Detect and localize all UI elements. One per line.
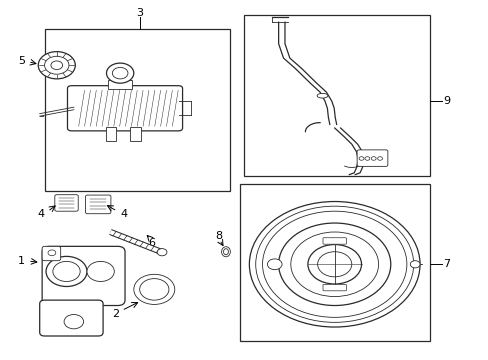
FancyBboxPatch shape — [42, 246, 61, 261]
Circle shape — [46, 256, 87, 287]
FancyBboxPatch shape — [323, 238, 346, 244]
Circle shape — [38, 51, 75, 79]
Circle shape — [307, 244, 361, 284]
Text: 8: 8 — [215, 231, 222, 240]
Text: 6: 6 — [148, 238, 155, 248]
Text: 2: 2 — [111, 310, 119, 319]
Circle shape — [267, 259, 282, 270]
Circle shape — [140, 279, 168, 300]
Circle shape — [157, 249, 166, 256]
Circle shape — [317, 252, 351, 277]
Ellipse shape — [223, 249, 228, 255]
Ellipse shape — [221, 247, 230, 257]
FancyBboxPatch shape — [40, 300, 103, 336]
Circle shape — [53, 261, 80, 282]
Bar — [108, 80, 132, 89]
Text: 5: 5 — [18, 56, 25, 66]
Polygon shape — [44, 30, 229, 191]
Text: 4: 4 — [37, 209, 44, 219]
FancyBboxPatch shape — [55, 195, 78, 211]
Circle shape — [358, 157, 363, 160]
Circle shape — [370, 157, 375, 160]
Polygon shape — [244, 15, 429, 176]
Text: 4: 4 — [120, 209, 127, 219]
Text: 9: 9 — [443, 96, 449, 106]
Circle shape — [106, 63, 134, 83]
Circle shape — [87, 261, 114, 282]
Circle shape — [48, 250, 56, 256]
Circle shape — [255, 206, 413, 322]
Polygon shape — [239, 184, 429, 341]
Circle shape — [278, 223, 390, 306]
Circle shape — [262, 211, 406, 318]
Circle shape — [51, 61, 62, 69]
FancyBboxPatch shape — [67, 86, 182, 131]
Circle shape — [112, 67, 128, 79]
Circle shape — [377, 157, 382, 160]
FancyBboxPatch shape — [42, 246, 125, 306]
Text: 7: 7 — [443, 259, 449, 269]
Circle shape — [290, 232, 378, 297]
Circle shape — [364, 157, 369, 160]
Bar — [105, 127, 116, 140]
Text: 1: 1 — [18, 256, 24, 266]
Ellipse shape — [317, 93, 327, 98]
Bar — [130, 127, 141, 140]
Circle shape — [64, 315, 83, 329]
Circle shape — [134, 274, 174, 305]
Circle shape — [249, 202, 419, 327]
Text: 3: 3 — [136, 8, 143, 18]
Circle shape — [44, 56, 69, 74]
FancyBboxPatch shape — [356, 150, 387, 166]
FancyBboxPatch shape — [85, 195, 111, 214]
FancyBboxPatch shape — [323, 284, 346, 291]
Circle shape — [409, 261, 419, 268]
